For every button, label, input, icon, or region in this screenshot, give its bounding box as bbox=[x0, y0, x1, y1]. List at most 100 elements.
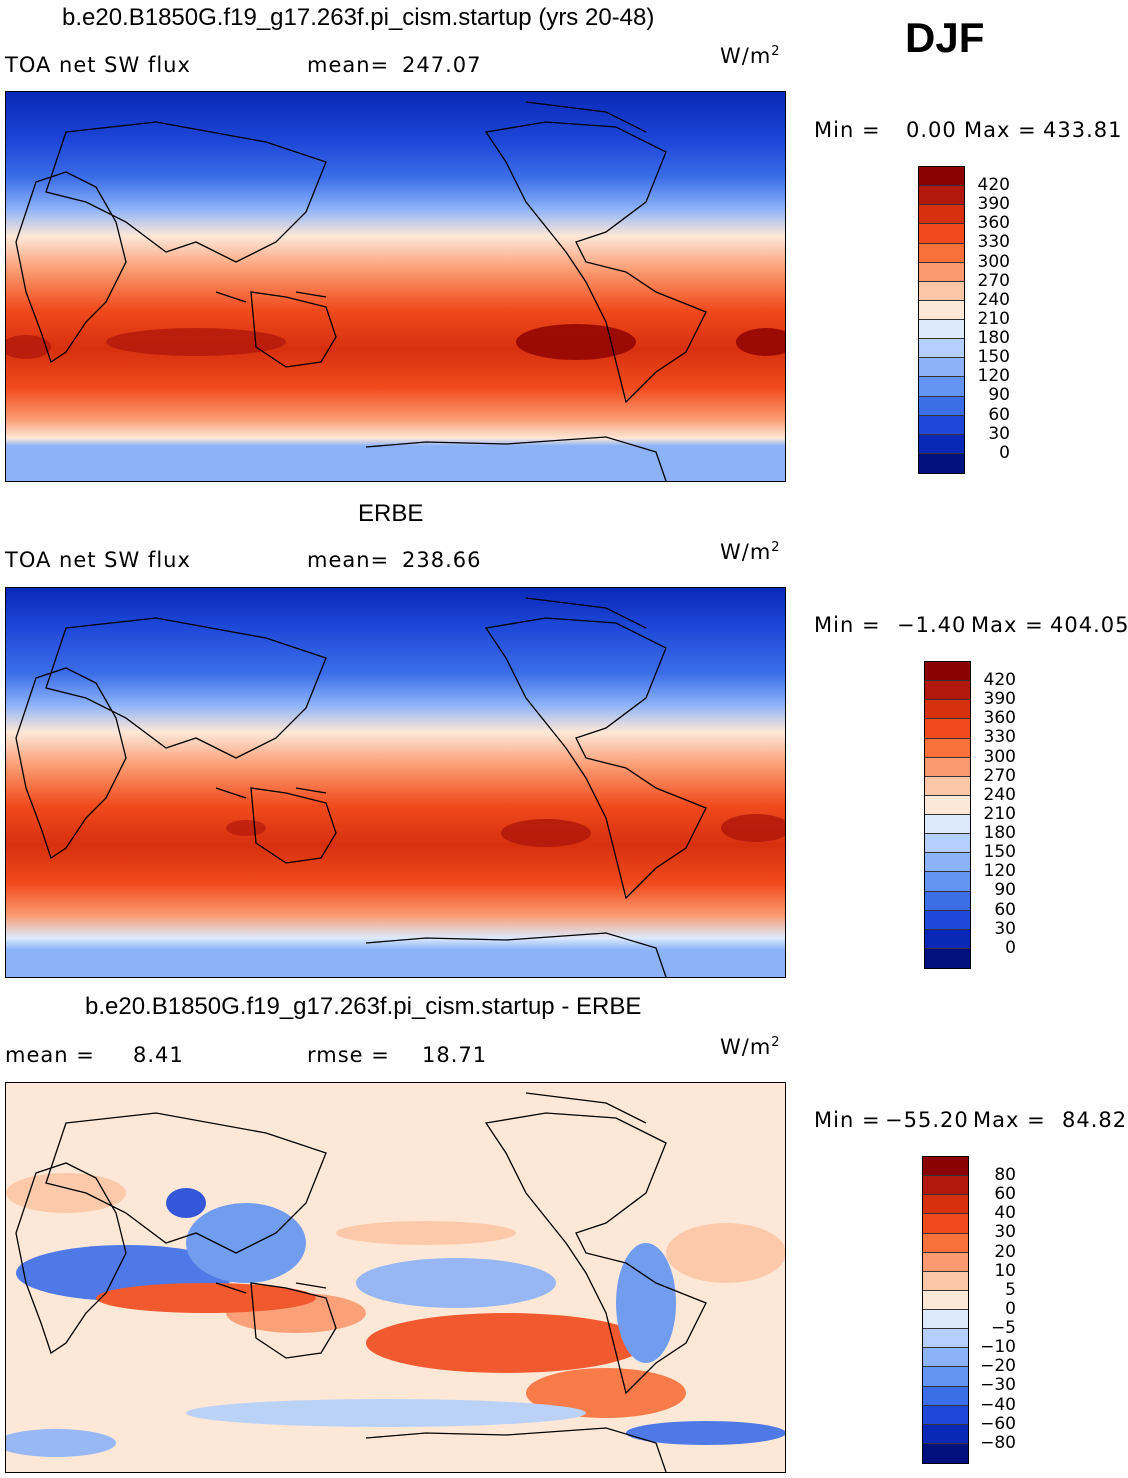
panel1-max-label: Max = bbox=[964, 118, 1037, 142]
colorbar-tick-label: 180 bbox=[977, 328, 1010, 348]
colorbar-tick-label: 60 bbox=[988, 404, 1010, 425]
colorbar-swatch bbox=[923, 1271, 968, 1291]
colorbar-tick-label: 360 bbox=[983, 708, 1016, 729]
colorbar-tick-label: 120 bbox=[983, 861, 1016, 882]
colorbar-swatch bbox=[919, 243, 964, 263]
colorbar-tick-label: 390 bbox=[977, 194, 1010, 215]
colorbar-swatch bbox=[919, 434, 964, 454]
colorbar-swatch bbox=[925, 910, 970, 930]
colorbar-tick-label: −80 bbox=[980, 1432, 1016, 1453]
colorbar-swatch bbox=[925, 662, 970, 682]
colorbar-swatch bbox=[923, 1176, 968, 1196]
colorbar-swatch bbox=[919, 186, 964, 206]
colorbar-tick-label: 210 bbox=[977, 308, 1010, 329]
panel1-units: W/m2 bbox=[720, 44, 781, 68]
colorbar-swatch bbox=[925, 853, 970, 873]
panel3-colorbar bbox=[922, 1156, 969, 1464]
colorbar-tick-label: 10 bbox=[994, 1260, 1016, 1281]
colorbar-swatch bbox=[923, 1424, 968, 1444]
colorbar-tick-label: 60 bbox=[994, 899, 1016, 920]
panel3-min-label: Min = bbox=[814, 1108, 881, 1132]
colorbar-tick-label: 210 bbox=[983, 803, 1016, 824]
colorbar-swatch bbox=[925, 948, 970, 968]
colorbar-tick-label: 80 bbox=[994, 1165, 1016, 1185]
colorbar-tick-label: 270 bbox=[977, 270, 1010, 291]
colorbar-tick-label: 40 bbox=[994, 1203, 1016, 1224]
panel1-field-label: TOA net SW flux bbox=[5, 53, 191, 77]
colorbar-swatch bbox=[925, 795, 970, 815]
colorbar-tick-label: 270 bbox=[983, 765, 1016, 786]
colorbar-tick-label: 5 bbox=[1005, 1279, 1016, 1300]
colorbar-tick-label: 90 bbox=[994, 880, 1016, 901]
colorbar-swatch bbox=[923, 1195, 968, 1215]
colorbar-swatch bbox=[919, 300, 964, 320]
colorbar-tick-label: 30 bbox=[994, 918, 1016, 939]
colorbar-tick-label: 90 bbox=[988, 385, 1010, 406]
colorbar-swatch bbox=[923, 1443, 968, 1463]
panel3-rmse-value: 18.71 bbox=[422, 1043, 488, 1067]
colorbar-swatch bbox=[919, 358, 964, 378]
panel2-map bbox=[5, 587, 786, 978]
panel1-colorbar bbox=[918, 166, 965, 474]
colorbar-tick-label: 330 bbox=[983, 727, 1016, 748]
panel1-map bbox=[5, 91, 786, 482]
panel1-min-value: 0.00 bbox=[906, 118, 957, 142]
panel1-min-label: Min = bbox=[814, 118, 881, 142]
colorbar-tick-label: 420 bbox=[977, 175, 1010, 195]
colorbar-swatch bbox=[919, 396, 964, 416]
panel2-max-label: Max = bbox=[971, 613, 1044, 637]
colorbar-tick-label: 150 bbox=[977, 347, 1010, 368]
colorbar-swatch bbox=[925, 929, 970, 949]
colorbar-swatch bbox=[923, 1329, 968, 1349]
panel3-units: W/m2 bbox=[720, 1035, 781, 1059]
panel1-mean-value: 247.07 bbox=[402, 53, 482, 77]
colorbar-tick-label: 240 bbox=[983, 784, 1016, 805]
colorbar-tick-label: 30 bbox=[988, 423, 1010, 444]
colorbar-tick-label: 420 bbox=[983, 670, 1016, 690]
colorbar-tick-label: 390 bbox=[983, 689, 1016, 710]
colorbar-swatch bbox=[923, 1348, 968, 1368]
colorbar-tick-label: 300 bbox=[977, 251, 1010, 272]
colorbar-swatch bbox=[919, 377, 964, 397]
colorbar-swatch bbox=[923, 1367, 968, 1387]
colorbar-tick-label: −40 bbox=[980, 1394, 1016, 1415]
panel2-title: ERBE bbox=[358, 500, 424, 527]
colorbar-tick-label: −20 bbox=[980, 1356, 1016, 1377]
colorbar-tick-label: 0 bbox=[1005, 937, 1016, 958]
colorbar-swatch bbox=[925, 757, 970, 777]
colorbar-tick-label: 120 bbox=[977, 366, 1010, 387]
colorbar-swatch bbox=[925, 681, 970, 701]
colorbar-swatch bbox=[919, 262, 964, 282]
colorbar-swatch bbox=[923, 1252, 968, 1272]
colorbar-swatch bbox=[925, 738, 970, 758]
colorbar-swatch bbox=[919, 167, 964, 187]
colorbar-tick-label: −5 bbox=[990, 1318, 1016, 1338]
colorbar-tick-label: 180 bbox=[983, 823, 1016, 843]
colorbar-swatch bbox=[925, 872, 970, 892]
panel2-min-label: Min = bbox=[814, 613, 881, 637]
colorbar-tick-label: 360 bbox=[977, 213, 1010, 234]
panel1-max-value: 433.81 bbox=[1043, 118, 1123, 142]
colorbar-swatch bbox=[923, 1157, 968, 1177]
panel2-colorbar bbox=[924, 661, 971, 969]
colorbar-tick-label: 30 bbox=[994, 1222, 1016, 1243]
panel1-mean-label: mean= bbox=[307, 53, 390, 77]
colorbar-swatch bbox=[919, 339, 964, 359]
panel3-mean-label: mean = bbox=[5, 1043, 95, 1067]
colorbar-tick-label: 240 bbox=[977, 289, 1010, 310]
panel2-colorbar-ticks: 420 390 360 330 300 270 240 210 180 150 120 90 60 30 0 bbox=[966, 670, 1016, 958]
colorbar-swatch bbox=[919, 415, 964, 435]
panel2-field-label: TOA net SW flux bbox=[5, 548, 191, 572]
colorbar-swatch bbox=[925, 891, 970, 911]
colorbar-swatch bbox=[923, 1214, 968, 1234]
panel3-min-value: −55.20 bbox=[885, 1108, 969, 1132]
panel3-map bbox=[5, 1082, 786, 1473]
colorbar-swatch bbox=[923, 1310, 968, 1330]
panel2-min-value: −1.40 bbox=[897, 613, 967, 637]
panel2-max-value: 404.05 bbox=[1050, 613, 1128, 637]
colorbar-tick-label: −30 bbox=[980, 1375, 1016, 1396]
colorbar-swatch bbox=[919, 453, 964, 473]
colorbar-tick-label: −10 bbox=[980, 1337, 1016, 1358]
colorbar-tick-label: 20 bbox=[994, 1241, 1016, 1262]
colorbar-tick-label: −60 bbox=[980, 1413, 1016, 1434]
